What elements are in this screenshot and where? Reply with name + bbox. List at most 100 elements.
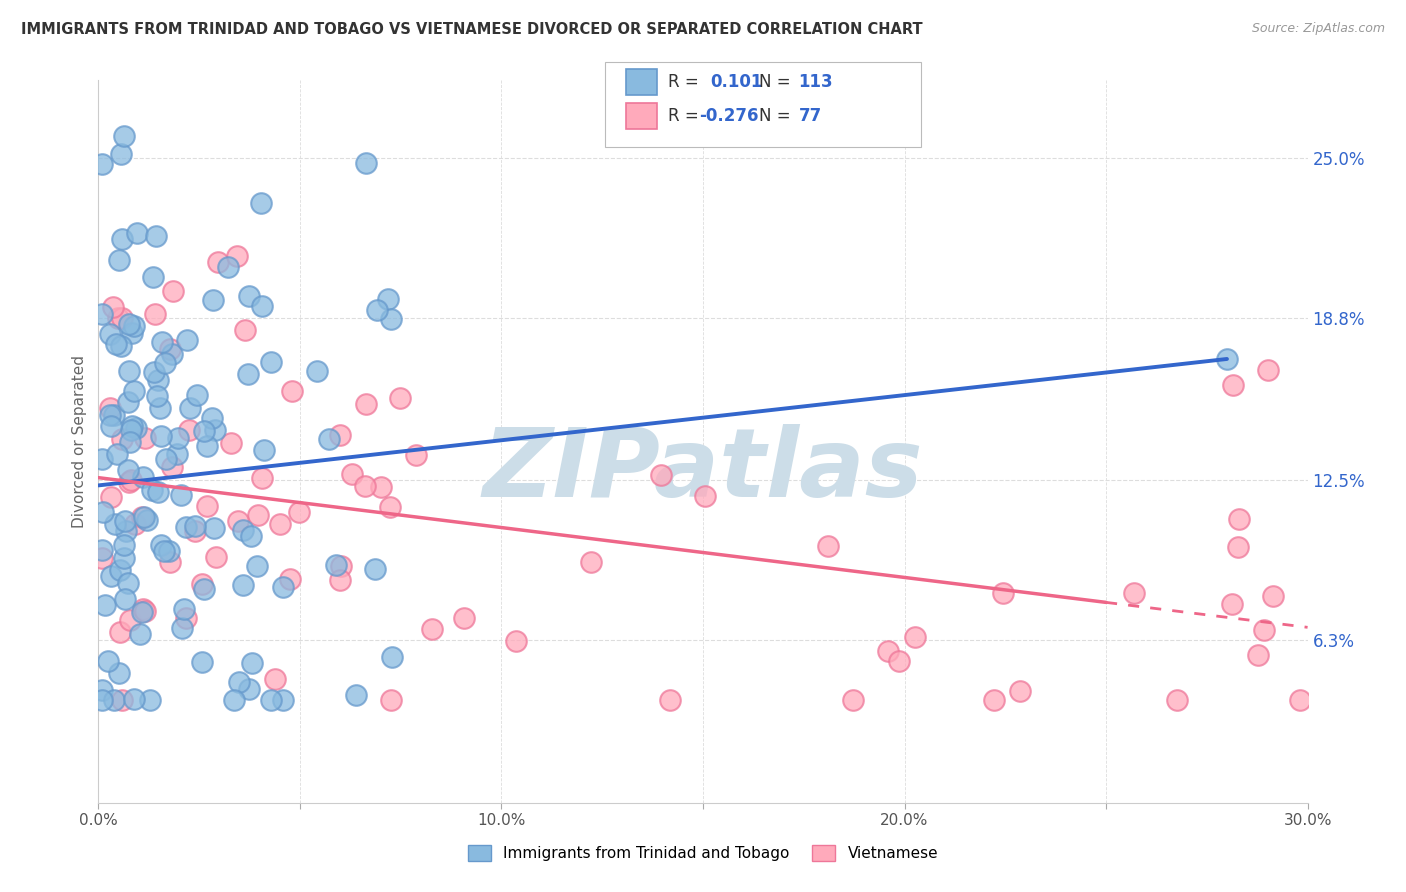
Point (91, 452, 114, 467)
Point (149, 538, 172, 552)
Point (124, 516, 146, 531)
Point (228, 675, 250, 690)
Point (318, 432, 340, 446)
Point (329, 427, 352, 442)
Point (112, 550, 135, 565)
Point (232, 523, 254, 537)
Point (118, 317, 141, 331)
Point (141, 483, 163, 498)
Point (132, 470, 155, 484)
Point (183, 524, 205, 539)
Point (170, 488, 193, 502)
Point (325, 558, 347, 572)
Point (117, 462, 139, 476)
Point (581, 555, 603, 569)
Point (124, 319, 146, 334)
Point (132, 602, 155, 616)
Point (114, 592, 136, 607)
Point (222, 692, 245, 706)
Point (143, 307, 166, 321)
Point (695, 490, 717, 504)
Point (193, 424, 215, 438)
Point (112, 129, 135, 144)
Point (157, 544, 180, 558)
Point (176, 333, 198, 347)
Point (107, 310, 129, 325)
Point (236, 368, 259, 382)
Point (380, 312, 402, 326)
Point (1222, 378, 1244, 392)
Point (155, 452, 177, 467)
Point (1166, 692, 1188, 706)
Point (166, 447, 188, 461)
Point (108, 624, 131, 639)
Point (114, 514, 136, 528)
Text: Source: ZipAtlas.com: Source: ZipAtlas.com (1251, 22, 1385, 36)
Point (162, 284, 184, 298)
Point (250, 471, 273, 485)
Point (195, 500, 218, 514)
Point (98, 327, 121, 342)
Text: IMMIGRANTS FROM TRINIDAD AND TOBAGO VS VIETNAMESE DIVORCED OR SEPARATED CORRELAT: IMMIGRANTS FROM TRINIDAD AND TOBAGO VS V… (21, 22, 922, 37)
Point (91, 692, 114, 706)
Point (94, 598, 117, 612)
Point (159, 343, 181, 357)
Point (179, 401, 201, 415)
Point (134, 604, 156, 618)
Point (146, 484, 169, 499)
Point (191, 577, 214, 591)
Point (249, 196, 271, 211)
Point (817, 539, 839, 553)
Point (112, 539, 135, 553)
Point (659, 692, 682, 706)
Point (108, 252, 131, 267)
Point (193, 582, 215, 596)
Point (122, 692, 145, 706)
Point (173, 602, 195, 616)
Point (108, 665, 131, 680)
Point (142, 269, 165, 284)
Point (207, 254, 229, 268)
Point (121, 326, 143, 341)
Point (1257, 363, 1279, 377)
Point (120, 423, 142, 437)
Point (125, 421, 148, 435)
Point (98, 401, 121, 415)
Point (876, 644, 898, 658)
Point (1226, 540, 1249, 554)
Point (149, 401, 172, 416)
Text: R =: R = (668, 107, 699, 125)
Point (1216, 351, 1239, 366)
Point (191, 655, 214, 669)
Text: 77: 77 (799, 107, 823, 125)
Point (152, 544, 174, 558)
Point (354, 479, 377, 493)
Text: 113: 113 (799, 73, 834, 91)
Point (115, 524, 138, 538)
Point (111, 692, 134, 706)
Point (260, 355, 283, 369)
Point (117, 394, 139, 409)
Point (233, 323, 256, 337)
Text: N =: N = (759, 107, 790, 125)
Point (420, 623, 443, 637)
Point (405, 449, 427, 463)
Point (366, 303, 388, 318)
Y-axis label: Divorced or Separated: Divorced or Separated (72, 355, 87, 528)
Point (103, 692, 125, 706)
Point (110, 564, 132, 578)
Point (205, 550, 228, 565)
Legend: Immigrants from Trinidad and Tobago, Vietnamese: Immigrants from Trinidad and Tobago, Vie… (461, 839, 945, 867)
Point (174, 611, 197, 625)
Point (344, 689, 367, 703)
Point (280, 384, 302, 399)
Point (91, 307, 114, 321)
Point (150, 334, 173, 349)
Point (91, 551, 114, 566)
Point (330, 559, 353, 574)
Point (364, 562, 387, 576)
Point (131, 510, 153, 524)
Point (252, 299, 274, 313)
Point (105, 337, 128, 351)
Point (91, 682, 114, 697)
